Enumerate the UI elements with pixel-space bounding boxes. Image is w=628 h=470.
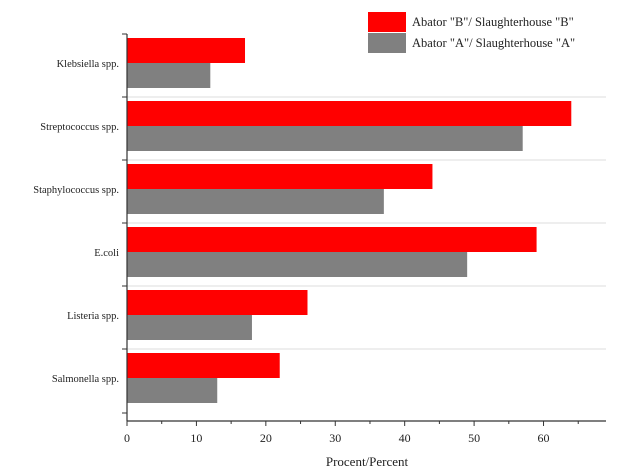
x-tick-label: 0 bbox=[124, 431, 130, 445]
x-tick-label: 30 bbox=[329, 431, 341, 445]
bars-layer bbox=[127, 38, 572, 403]
category-label: Salmonella spp. bbox=[52, 374, 119, 385]
bar-slaughterhouse-b bbox=[127, 290, 308, 315]
x-tick-label: 50 bbox=[468, 431, 480, 445]
bar-slaughterhouse-a bbox=[127, 126, 523, 151]
x-tick-label: 60 bbox=[538, 431, 550, 445]
category-label: Listeria spp. bbox=[67, 311, 119, 322]
x-axis-title: Procent/Percent bbox=[326, 454, 409, 469]
legend-label: Abator "A"/ Slaughterhouse "A" bbox=[412, 36, 575, 50]
category-label: Staphylococcus spp. bbox=[33, 185, 119, 196]
category-label: Klebsiella spp. bbox=[57, 59, 119, 70]
category-label: E.coli bbox=[94, 248, 119, 259]
axes-layer bbox=[122, 33, 606, 426]
x-tick-label: 40 bbox=[399, 431, 411, 445]
bar-slaughterhouse-a bbox=[127, 315, 252, 340]
grid-layer bbox=[127, 96, 606, 350]
bar-slaughterhouse-a bbox=[127, 63, 211, 88]
bar-slaughterhouse-a bbox=[127, 189, 384, 214]
legend-label: Abator "B"/ Slaughterhouse "B" bbox=[412, 15, 574, 29]
bar-slaughterhouse-b bbox=[127, 38, 246, 63]
bar-slaughterhouse-a bbox=[127, 252, 468, 277]
bar-slaughterhouse-a bbox=[127, 378, 218, 403]
legend-swatch bbox=[368, 12, 406, 32]
bar-slaughterhouse-b bbox=[127, 227, 537, 252]
bar-slaughterhouse-b bbox=[127, 164, 433, 189]
x-tick-label: 10 bbox=[190, 431, 202, 445]
category-label: Streptococcus spp. bbox=[40, 122, 119, 133]
x-tick-label: 20 bbox=[260, 431, 272, 445]
bar-slaughterhouse-b bbox=[127, 101, 572, 126]
bar-slaughterhouse-b bbox=[127, 353, 280, 378]
legend: Abator "B"/ Slaughterhouse "B" Abator "A"… bbox=[368, 12, 575, 53]
labels-layer: Klebsiella spp. Streptococcus spp. Staphyl… bbox=[33, 59, 549, 445]
legend-swatch bbox=[368, 33, 406, 53]
